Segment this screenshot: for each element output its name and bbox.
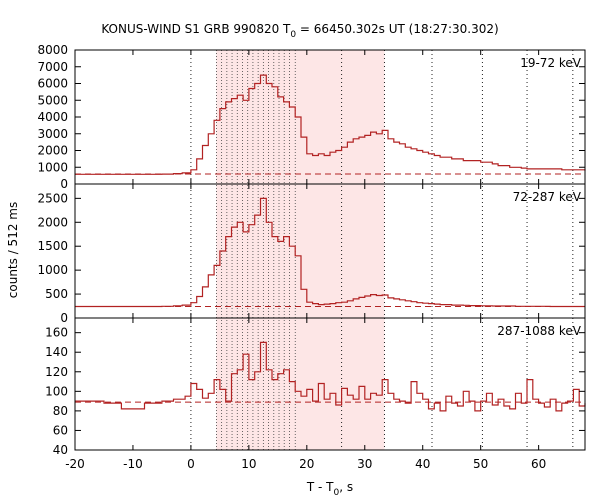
x-tick-label: 10 <box>241 457 256 471</box>
y-tick-label: 4000 <box>37 110 68 124</box>
panel-energy-label: 72-287 keV <box>513 190 582 204</box>
y-tick-label: 1000 <box>37 263 68 277</box>
series-line <box>75 341 586 412</box>
axis-ticks <box>74 49 585 451</box>
x-tick-label: -20 <box>65 457 85 471</box>
chart-title: KONUS-WIND S1 GRB 990820 T0 = 66450.302s… <box>101 22 498 40</box>
series-line <box>75 74 586 175</box>
y-tick-label: 5000 <box>37 93 68 107</box>
y-tick-label: 140 <box>45 345 68 359</box>
y-tick-label: 1000 <box>37 160 68 174</box>
y-tick-label: 7000 <box>37 60 68 74</box>
x-tick-label: 40 <box>415 457 430 471</box>
y-tick-label: 3000 <box>37 127 68 141</box>
y-tick-label: 0 <box>60 311 68 325</box>
x-tick-label: 50 <box>473 457 488 471</box>
y-tick-label: 60 <box>53 423 68 437</box>
y-tick-label: 100 <box>45 384 68 398</box>
x-tick-label: 60 <box>531 457 546 471</box>
y-tick-label: 500 <box>45 287 68 301</box>
x-tick-label: 30 <box>357 457 372 471</box>
y-axis-label: counts / 512 ms <box>6 202 20 298</box>
y-tick-label: 120 <box>45 365 68 379</box>
panel-energy-label: 19-72 keV <box>520 56 582 70</box>
x-axis-label: T - T0, s <box>306 480 353 498</box>
y-tick-label: 1500 <box>37 239 68 253</box>
y-tick-label: 160 <box>45 326 68 340</box>
x-tick-label: -10 <box>123 457 143 471</box>
y-tick-label: 2500 <box>37 191 68 205</box>
y-tick-label: 6000 <box>37 77 68 91</box>
y-tick-label: 0 <box>60 177 68 191</box>
y-tick-label: 8000 <box>37 43 68 57</box>
x-tick-label: 20 <box>299 457 314 471</box>
panel-frame <box>74 317 586 451</box>
y-tick-label: 80 <box>53 404 68 418</box>
dense-region <box>216 50 296 450</box>
y-tick-label: 2000 <box>37 215 68 229</box>
series-line <box>75 197 585 308</box>
panel-energy-label: 287-1088 keV <box>497 324 581 338</box>
x-tick-label: 0 <box>187 457 195 471</box>
y-tick-label: 2000 <box>37 144 68 158</box>
data-series <box>75 74 586 412</box>
y-tick-label: 40 <box>53 443 68 457</box>
